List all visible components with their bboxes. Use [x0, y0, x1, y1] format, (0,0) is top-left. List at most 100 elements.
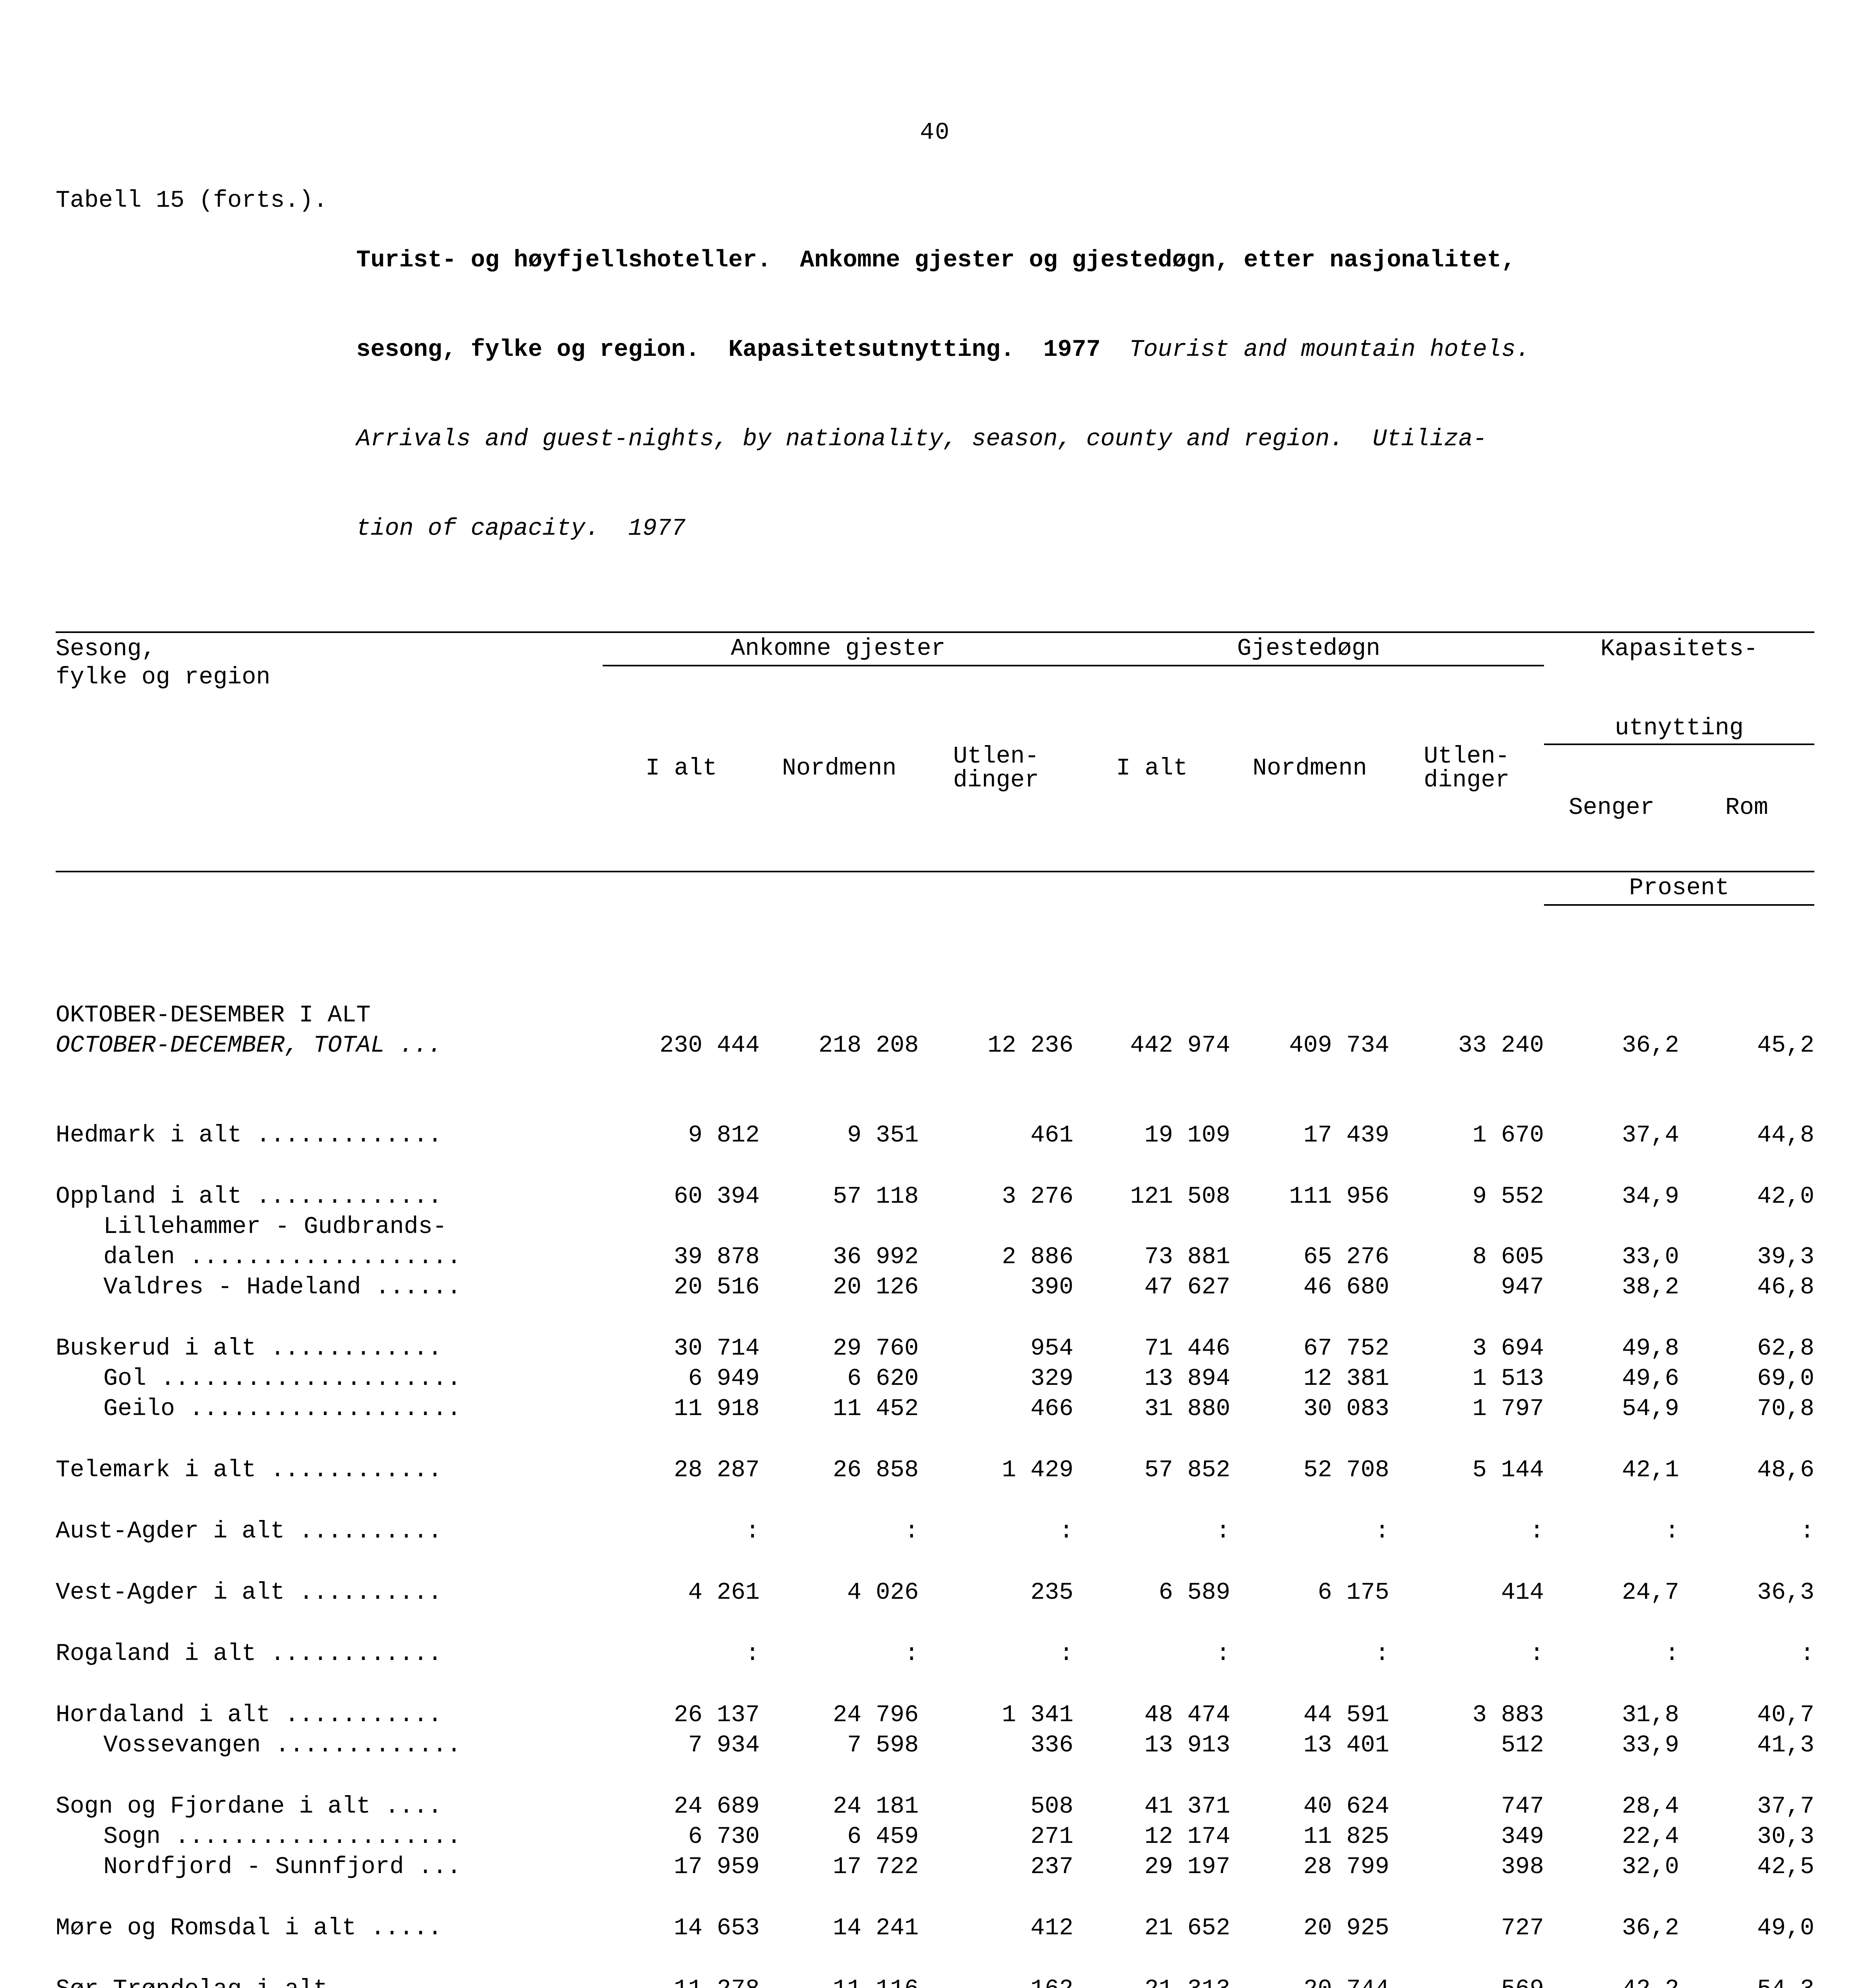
title-line2a: sesong, fylke og region. Kapasitetsutnyt…: [356, 336, 1129, 363]
cell-a_utl: 508: [919, 1788, 1073, 1819]
row-label: Valdres - Hadeland ......: [56, 1269, 603, 1299]
spacer-cell: [56, 1605, 1814, 1636]
cell-a_utl: 2 886: [919, 1239, 1073, 1269]
cell-a_nord: 24 181: [760, 1788, 919, 1819]
cell-a_nord: 11 452: [760, 1391, 919, 1421]
cell-a_ialt: [603, 997, 760, 1027]
cell-rom: 46,8: [1679, 1269, 1814, 1299]
cell-a_ialt: 39 878: [603, 1239, 760, 1269]
cell-rom: [1679, 1209, 1814, 1239]
cell-senger: 22,4: [1544, 1819, 1679, 1849]
cell-g_utl: 569: [1389, 1971, 1544, 1988]
cell-g_ialt: :: [1073, 1636, 1230, 1666]
cell-g_utl: 1 797: [1389, 1391, 1544, 1421]
cell-a_utl: :: [919, 1636, 1073, 1666]
cell-g_utl: 3 883: [1389, 1697, 1544, 1727]
cell-g_ialt: 12 174: [1073, 1819, 1230, 1849]
cell-rom: 42,5: [1679, 1849, 1814, 1879]
cell-g_utl: :: [1389, 1636, 1544, 1666]
cell-a_nord: 9 351: [760, 1117, 919, 1147]
table-row: [56, 905, 1814, 997]
cell-a_utl: 12 236: [919, 1027, 1073, 1058]
cell-a_utl: 329: [919, 1361, 1073, 1391]
cell-g_nord: 44 591: [1230, 1697, 1389, 1727]
title-line2b: Tourist and mountain hotels.: [1129, 336, 1530, 363]
row-label: Møre og Romsdal i alt .....: [56, 1910, 603, 1940]
table-row: [56, 1299, 1814, 1330]
row-label: Aust-Agder i alt ..........: [56, 1513, 603, 1543]
cell-a_ialt: 26 137: [603, 1697, 760, 1727]
cell-rom: 37,7: [1679, 1788, 1814, 1819]
cell-senger: 38,2: [1544, 1269, 1679, 1299]
cell-a_nord: 11 116: [760, 1971, 919, 1988]
cell-g_nord: 409 734: [1230, 1027, 1389, 1058]
title-line1: Turist- og høyfjellshoteller. Ankomne gj…: [356, 247, 1515, 274]
cell-g_utl: 512: [1389, 1727, 1544, 1757]
cell-a_ialt: 6 730: [603, 1819, 760, 1849]
cell-a_nord: :: [760, 1636, 919, 1666]
cell-a_nord: 24 796: [760, 1697, 919, 1727]
cell-a_utl: 1 429: [919, 1452, 1073, 1482]
cell-a_utl: 336: [919, 1727, 1073, 1757]
cell-g_nord: 40 624: [1230, 1788, 1389, 1819]
cell-rom: 42,0: [1679, 1178, 1814, 1209]
col-rom: Rom: [1679, 793, 1814, 823]
table-row: Valdres - Hadeland ......20 51620 126390…: [56, 1269, 1814, 1299]
cell-a_utl: 1 341: [919, 1697, 1073, 1727]
title-body: Turist- og høyfjellshoteller. Ankomne gj…: [356, 186, 1530, 604]
table-row: Sør-Trøndelag i alt .......11 27811 1161…: [56, 1971, 1814, 1988]
cell-senger: 49,6: [1544, 1361, 1679, 1391]
row-label: Oppland i alt .............: [56, 1178, 603, 1209]
cell-a_utl: 461: [919, 1117, 1073, 1147]
cell-senger: 32,0: [1544, 1849, 1679, 1879]
cell-senger: 37,4: [1544, 1117, 1679, 1147]
cell-rom: 40,7: [1679, 1697, 1814, 1727]
table-row: [56, 1879, 1814, 1910]
col-senger: Senger: [1544, 793, 1679, 823]
table-row: Møre og Romsdal i alt .....14 65314 2414…: [56, 1910, 1814, 1940]
cell-senger: 36,2: [1544, 1910, 1679, 1940]
cell-rom: 69,0: [1679, 1361, 1814, 1391]
cell-a_ialt: 30 714: [603, 1330, 760, 1361]
cell-rom: 36,3: [1679, 1574, 1814, 1605]
rowhead-2: fylke og region: [56, 666, 603, 872]
cell-g_utl: 727: [1389, 1910, 1544, 1940]
col-a-ialt: I alt: [603, 666, 760, 872]
cell-g_nord: 20 744: [1230, 1971, 1389, 1988]
cell-g_ialt: 21 652: [1073, 1910, 1230, 1940]
cell-a_ialt: 24 689: [603, 1788, 760, 1819]
cell-senger: 28,4: [1544, 1788, 1679, 1819]
cell-a_ialt: 20 516: [603, 1269, 760, 1299]
cell-a_ialt: 230 444: [603, 1027, 760, 1058]
spacer-cell: [56, 1666, 1814, 1697]
cell-g_ialt: 21 313: [1073, 1971, 1230, 1988]
spacer-cell: [56, 1147, 1814, 1178]
title-line3: Arrivals and guest-nights, by nationalit…: [356, 425, 1530, 454]
colgroup-ankomne: Ankomne gjester: [603, 632, 1073, 666]
cell-g_nord: 11 825: [1230, 1819, 1389, 1849]
spacer-cell: [56, 1940, 1814, 1971]
cell-a_utl: [919, 997, 1073, 1027]
cell-a_ialt: 17 959: [603, 1849, 760, 1879]
table-row: dalen ...................39 87836 9922 8…: [56, 1239, 1814, 1269]
cell-g_utl: 1 670: [1389, 1117, 1544, 1147]
cell-a_nord: 4 026: [760, 1574, 919, 1605]
cell-g_ialt: 48 474: [1073, 1697, 1230, 1727]
cell-a_ialt: 11 918: [603, 1391, 760, 1421]
cell-a_ialt: 28 287: [603, 1452, 760, 1482]
table-row: Aust-Agder i alt ..........::::::::: [56, 1513, 1814, 1543]
table-row: [56, 1757, 1814, 1788]
cell-a_utl: 954: [919, 1330, 1073, 1361]
cell-a_utl: 271: [919, 1819, 1073, 1849]
row-label: dalen ...................: [56, 1239, 603, 1269]
cell-g_utl: 5 144: [1389, 1452, 1544, 1482]
row-label: Sogn ....................: [56, 1819, 603, 1849]
cell-a_nord: 7 598: [760, 1727, 919, 1757]
cell-g_ialt: 121 508: [1073, 1178, 1230, 1209]
cell-g_nord: 20 925: [1230, 1910, 1389, 1940]
hdr-blank: [56, 872, 1544, 905]
table-title: Tabell 15 (forts.). Turist- og høyfjells…: [56, 186, 1814, 604]
col-a-nordmenn: Nordmenn: [760, 666, 919, 872]
cell-g_utl: 747: [1389, 1788, 1544, 1819]
cell-rom: 30,3: [1679, 1819, 1814, 1849]
